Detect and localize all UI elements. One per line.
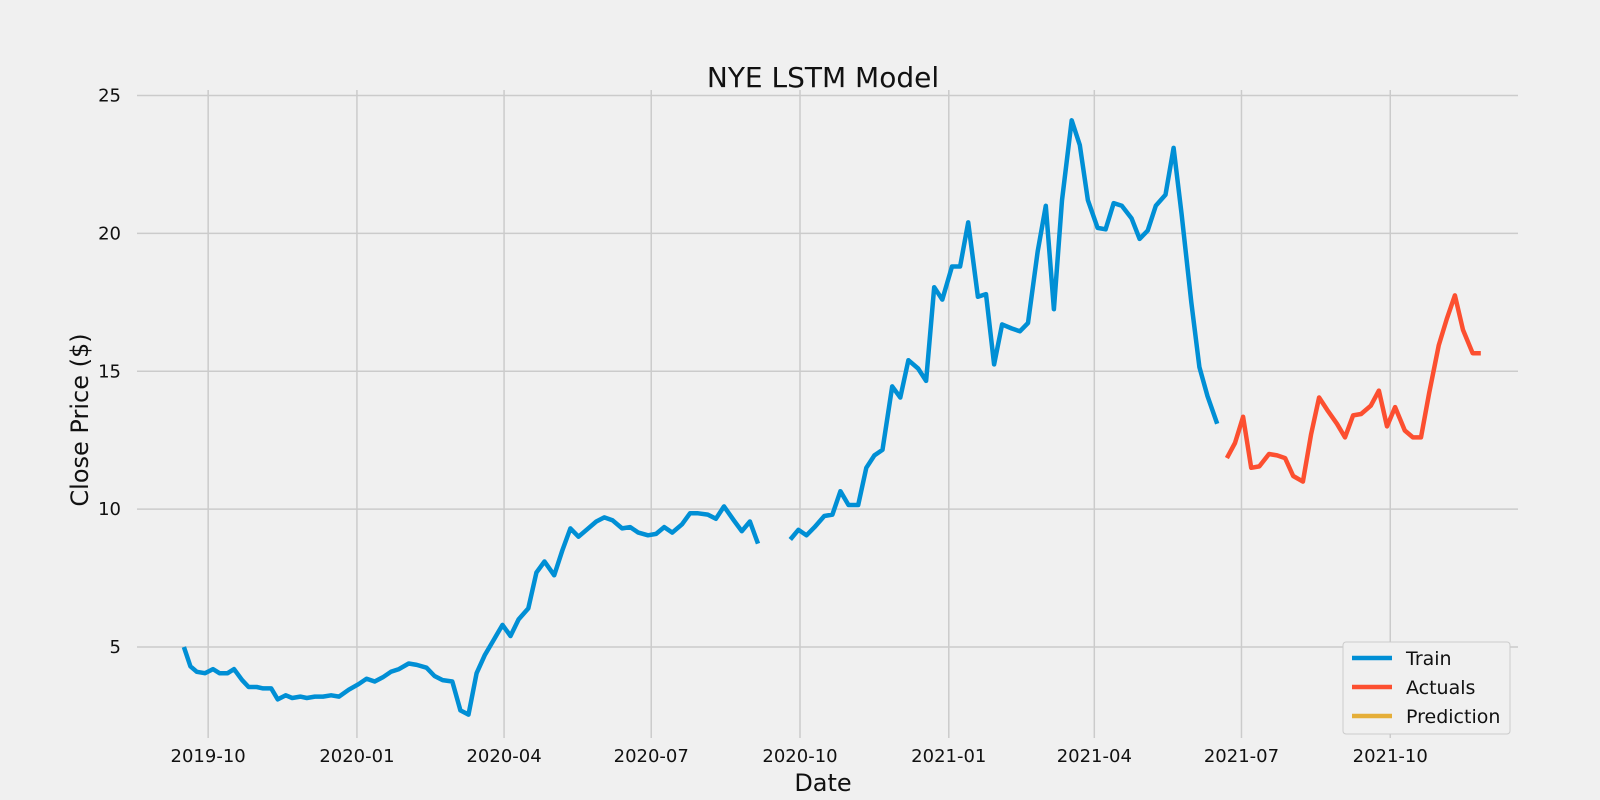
series-line-actuals — [1224, 293, 1481, 484]
grid — [137, 90, 1518, 738]
x-tick-label: 2021-04 — [1057, 746, 1132, 767]
legend-label-prediction: Prediction — [1406, 706, 1500, 728]
y-axis-title: Close Price ($) — [66, 333, 94, 506]
x-tick-label: 2020-07 — [614, 746, 689, 767]
legend-box — [1342, 641, 1511, 735]
x-axis-title: Date — [794, 769, 851, 797]
y-tick-label: 5 — [110, 637, 121, 658]
legend-label-train: Train — [1405, 648, 1452, 670]
y-tick-label: 10 — [98, 499, 121, 520]
y-tick-label: 25 — [98, 86, 121, 107]
x-tick-label: 2020-01 — [319, 746, 394, 767]
legend: Train Actuals Prediction — [1342, 641, 1511, 735]
y-tick-label: 15 — [98, 361, 121, 382]
series-line-train — [181, 118, 1220, 717]
x-tick-label: 2021-10 — [1353, 746, 1428, 767]
x-tick-label: 2019-10 — [171, 746, 246, 767]
series-lines — [181, 118, 1481, 717]
x-tick-label: 2020-04 — [466, 746, 541, 767]
y-tick-label: 20 — [98, 223, 121, 244]
legend-items: Train Actuals Prediction — [1352, 648, 1500, 728]
x-tick-label: 2021-07 — [1204, 746, 1279, 767]
x-tick-label: 2021-01 — [911, 746, 986, 767]
tick-labels: 2019-10 2020-01 2020-04 2020-07 2020-10 2021-… — [98, 86, 1428, 767]
chart-title: NYE LSTM Model — [707, 61, 939, 94]
legend-label-actuals: Actuals — [1406, 677, 1475, 699]
x-tick-label: 2020-10 — [762, 746, 837, 767]
